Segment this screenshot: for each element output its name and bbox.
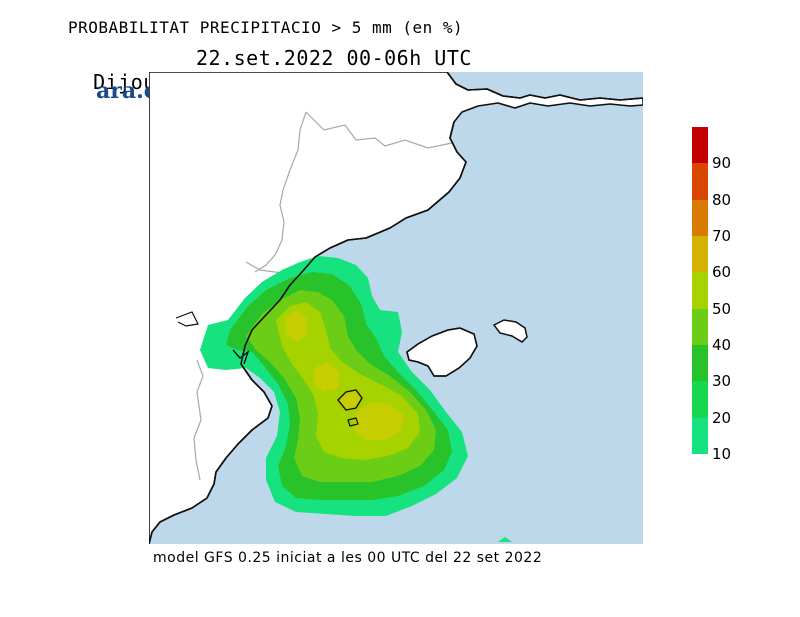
legend-swatch xyxy=(692,127,708,164)
legend-swatch xyxy=(692,345,708,382)
formentera-island xyxy=(347,417,359,427)
legend-swatch xyxy=(692,236,708,273)
ebro-delta xyxy=(232,349,250,365)
menorca-island xyxy=(492,319,528,343)
legend-swatch xyxy=(692,272,708,310)
legend-swatch xyxy=(692,199,708,237)
prob-50-zone xyxy=(286,310,404,440)
legend-label: 30 xyxy=(712,372,732,391)
legend-label: 80 xyxy=(712,190,732,209)
legend-label: 10 xyxy=(712,445,732,463)
mallorca-coast xyxy=(406,327,478,377)
coastline xyxy=(149,72,643,544)
color-legend: 90 80 70 60 50 40 30 20 10 xyxy=(692,127,772,463)
legend-label: 70 xyxy=(712,227,732,245)
legend-swatch xyxy=(692,381,708,419)
border-lines xyxy=(193,111,453,481)
prob-10-spot xyxy=(498,537,512,542)
ibiza-island xyxy=(337,389,363,411)
interior-coast-detail xyxy=(175,311,199,327)
probability-overlay xyxy=(200,256,512,542)
map-title: PROBABILITAT PRECIPITACIO > 5 mm (en %) xyxy=(68,18,464,37)
legend-label: 60 xyxy=(712,263,732,282)
legend-swatch xyxy=(692,163,708,201)
model-footer: model GFS 0.25 iniciat a les 00 UTC del … xyxy=(153,550,543,566)
legend-swatch xyxy=(692,308,708,346)
legend-label: 40 xyxy=(712,336,732,354)
legend-label: 50 xyxy=(712,299,732,318)
precipitation-map xyxy=(149,72,643,544)
legend-label: 90 xyxy=(712,154,732,173)
legend-label: 20 xyxy=(712,408,732,427)
forecast-datetime: 22.set.2022 00-06h UTC xyxy=(196,46,472,70)
legend-swatch xyxy=(692,417,708,455)
legend-color-bar xyxy=(692,127,708,455)
